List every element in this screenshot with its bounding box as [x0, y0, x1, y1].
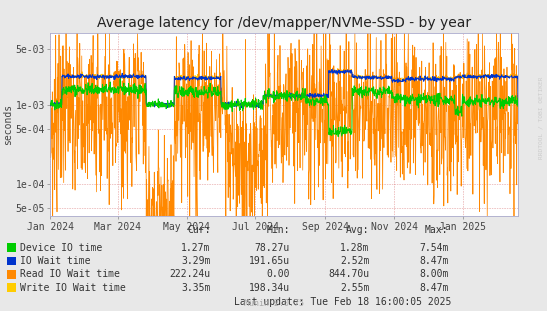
Text: Device IO time: Device IO time: [20, 243, 102, 253]
Text: Last update: Tue Feb 18 16:00:05 2025: Last update: Tue Feb 18 16:00:05 2025: [234, 297, 451, 307]
Text: 1.27m: 1.27m: [181, 243, 211, 253]
Text: 1.28m: 1.28m: [340, 243, 369, 253]
Text: 8.00m: 8.00m: [419, 269, 449, 279]
Text: 8.47m: 8.47m: [419, 256, 449, 266]
Text: 0.00: 0.00: [266, 269, 290, 279]
Y-axis label: seconds: seconds: [3, 104, 13, 145]
Text: 8.47m: 8.47m: [419, 283, 449, 293]
Text: 3.35m: 3.35m: [181, 283, 211, 293]
Text: 78.27u: 78.27u: [255, 243, 290, 253]
Text: Write IO Wait time: Write IO Wait time: [20, 283, 125, 293]
Text: Min:: Min:: [266, 225, 290, 235]
Text: Read IO Wait time: Read IO Wait time: [20, 269, 120, 279]
Text: 191.65u: 191.65u: [249, 256, 290, 266]
Text: Cur:: Cur:: [187, 225, 211, 235]
Text: Munin 2.0.75: Munin 2.0.75: [243, 299, 304, 308]
Title: Average latency for /dev/mapper/NVMe-SSD - by year: Average latency for /dev/mapper/NVMe-SSD…: [97, 16, 471, 30]
Text: 844.70u: 844.70u: [328, 269, 369, 279]
Text: 198.34u: 198.34u: [249, 283, 290, 293]
Text: 7.54m: 7.54m: [419, 243, 449, 253]
Text: RRDTOOL / TOBI OETIKER: RRDTOOL / TOBI OETIKER: [538, 77, 543, 160]
Text: Avg:: Avg:: [346, 225, 369, 235]
Text: IO Wait time: IO Wait time: [20, 256, 90, 266]
Text: 2.52m: 2.52m: [340, 256, 369, 266]
Text: 2.55m: 2.55m: [340, 283, 369, 293]
Text: 222.24u: 222.24u: [170, 269, 211, 279]
Text: Max:: Max:: [425, 225, 449, 235]
Text: 3.29m: 3.29m: [181, 256, 211, 266]
